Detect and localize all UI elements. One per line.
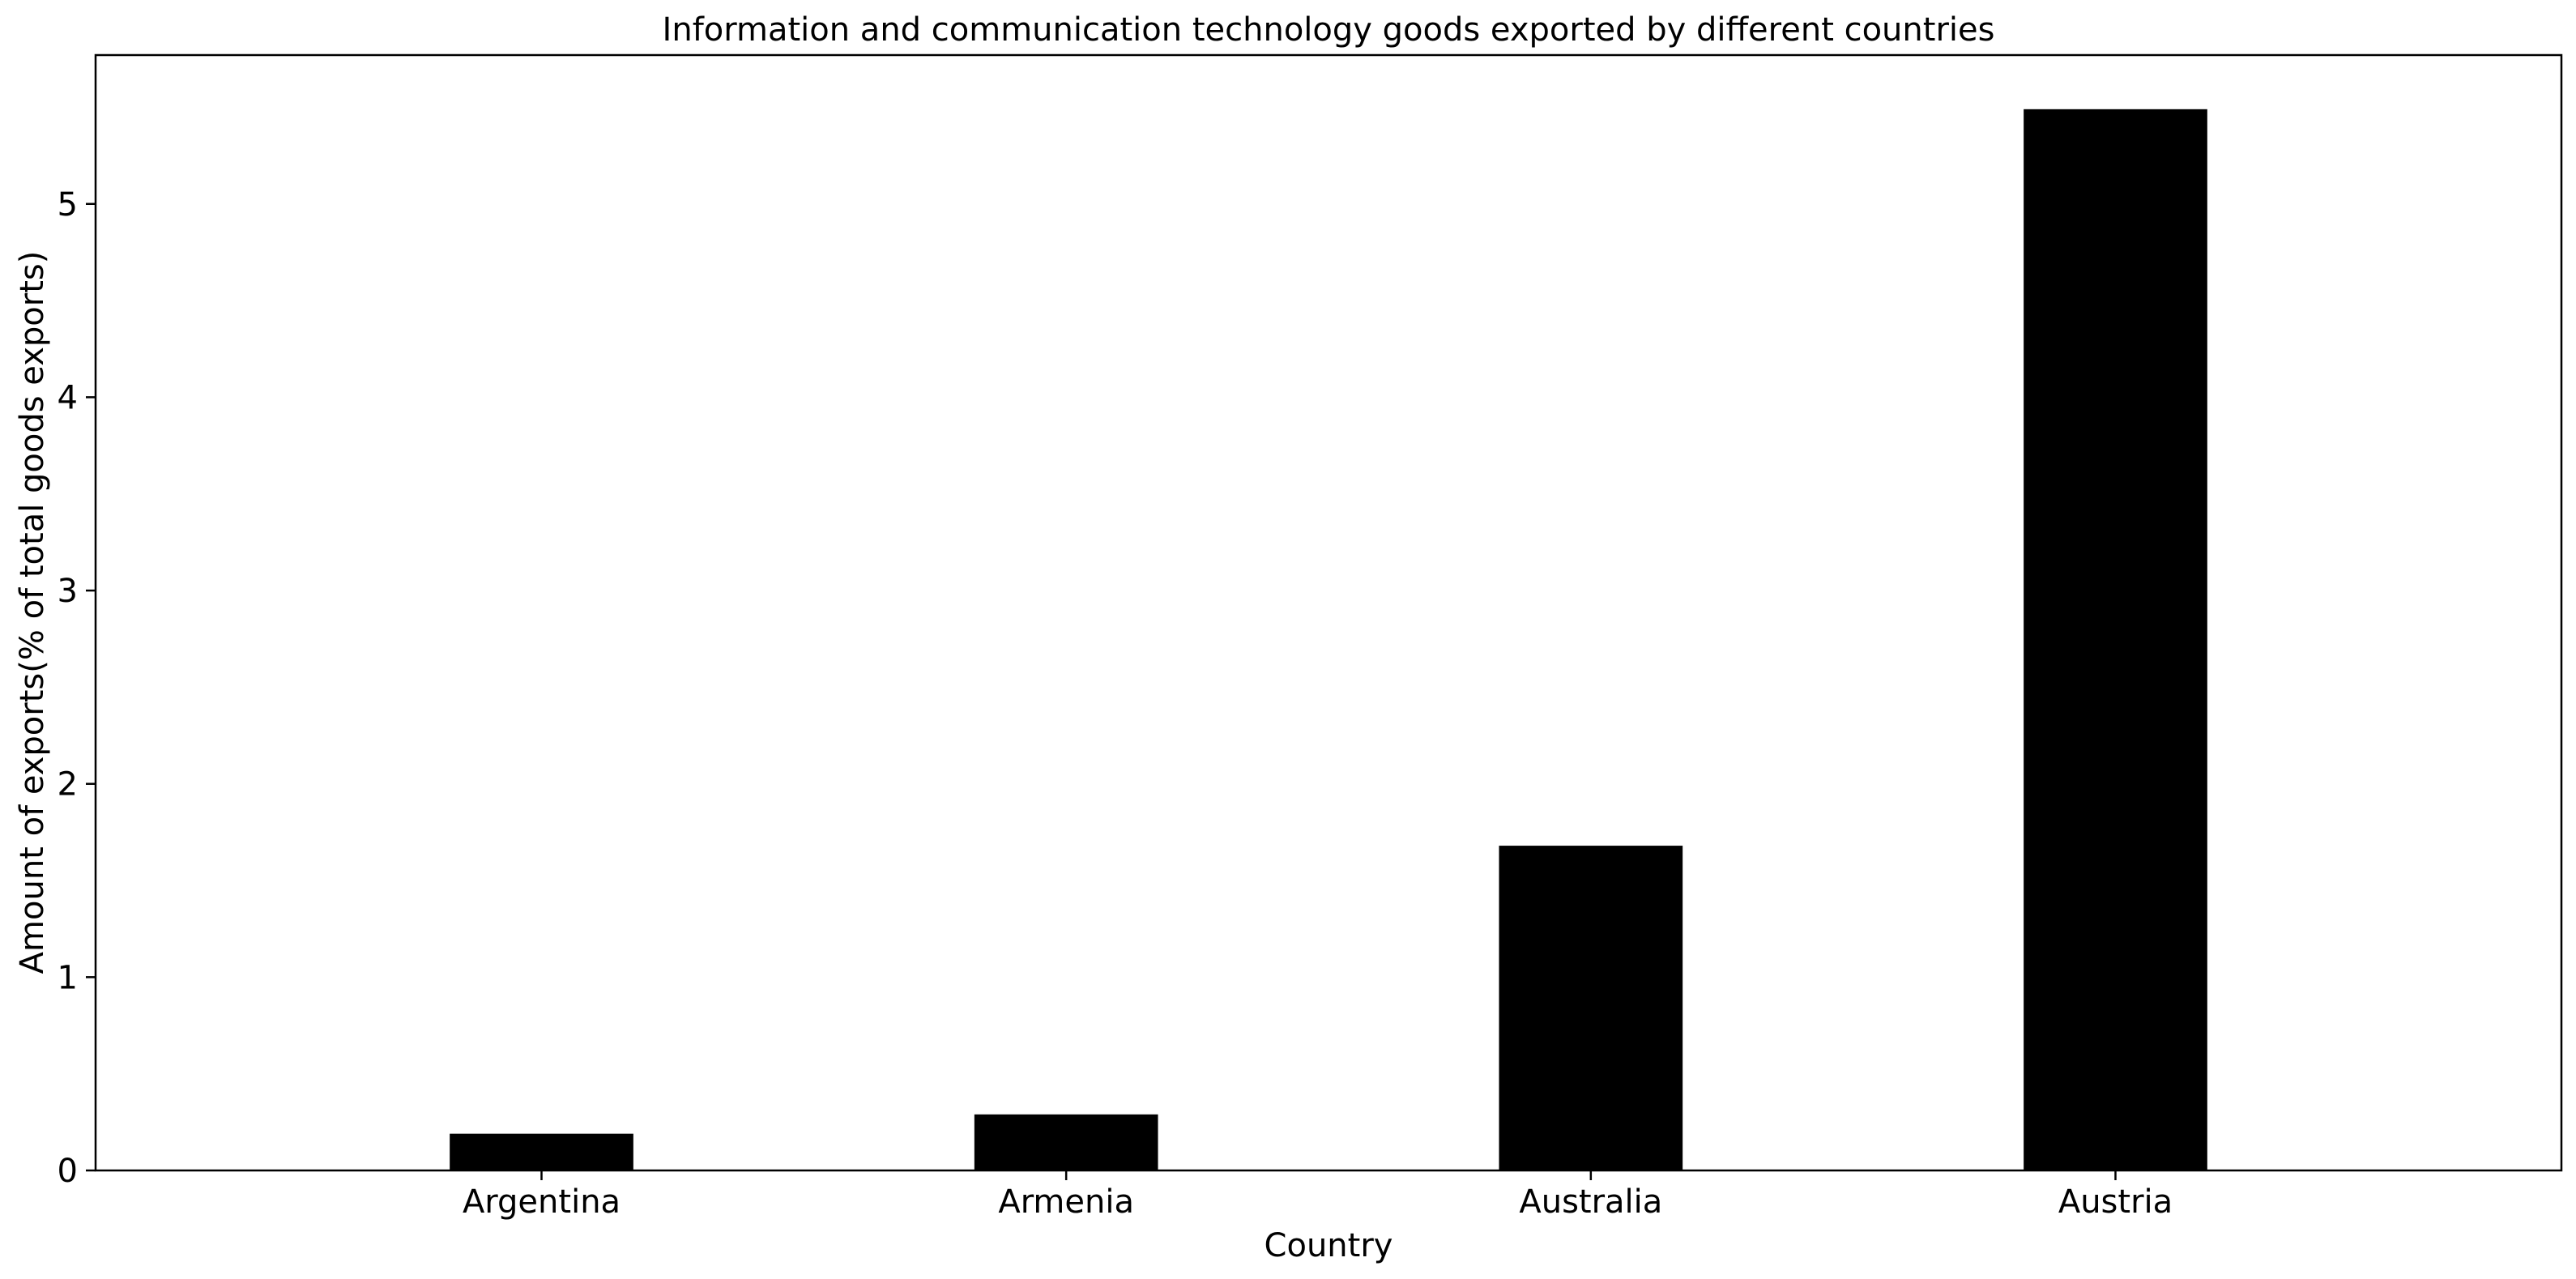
bar-australia xyxy=(1499,846,1683,1170)
bar-austria xyxy=(2024,109,2207,1170)
plot-area-frame xyxy=(94,53,2563,1172)
x-tick-label: Australia xyxy=(1519,1183,1662,1221)
y-tick-label: 1 xyxy=(58,959,78,996)
x-tick-label: Armenia xyxy=(998,1183,1134,1221)
y-tick-label: 3 xyxy=(58,573,78,610)
y-axis-label: Amount of exports(% of total goods expor… xyxy=(14,251,51,974)
bar-armenia xyxy=(974,1114,1158,1170)
y-axis-ticks: 0 1 2 3 4 5 xyxy=(58,186,96,1190)
x-tick-label: Argentina xyxy=(463,1183,621,1221)
y-tick-label: 5 xyxy=(58,186,78,224)
x-axis-ticks: Argentina Armenia Australia Austria xyxy=(463,1170,2173,1221)
bar-argentina xyxy=(450,1133,633,1170)
chart-title: Information and communication technology… xyxy=(663,11,1995,49)
y-tick-label: 0 xyxy=(58,1153,78,1190)
bars-group xyxy=(450,109,2207,1170)
y-tick-label: 4 xyxy=(58,379,78,416)
x-axis-label: Country xyxy=(1265,1227,1393,1264)
y-tick-label: 2 xyxy=(58,766,78,804)
x-tick-label: Austria xyxy=(2058,1183,2173,1221)
